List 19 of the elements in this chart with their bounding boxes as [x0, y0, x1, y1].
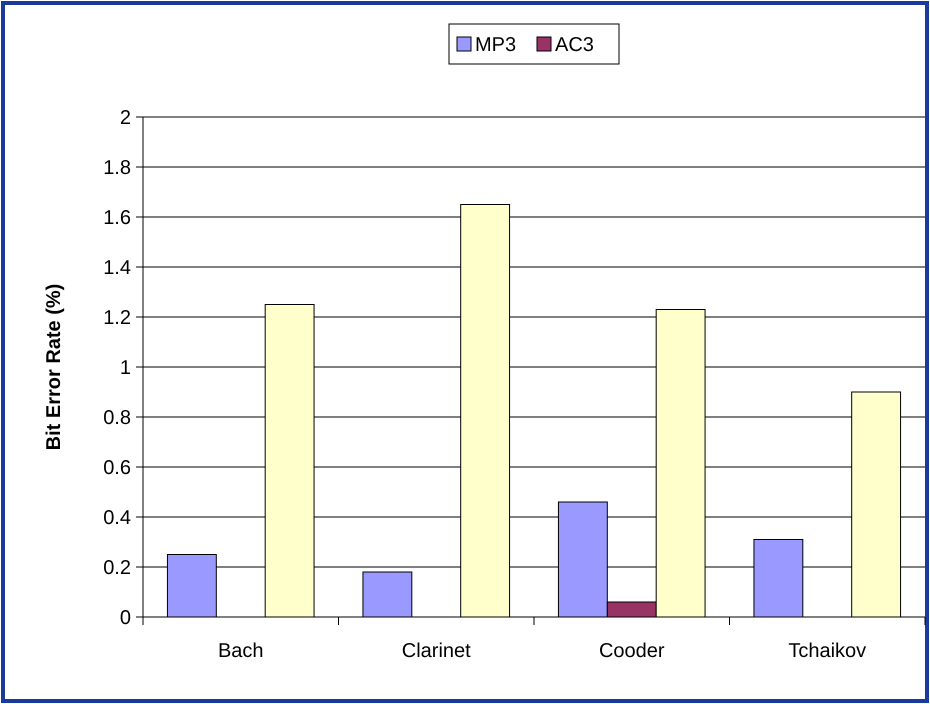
bar — [362, 572, 412, 618]
y-tick-label: 1.6 — [103, 207, 131, 229]
y-tick-label: 2 — [120, 107, 131, 129]
y-tick-label: 1.4 — [103, 257, 131, 279]
y-tick-label: 1 — [120, 357, 131, 379]
y-axis-title: Bit Error Rate (%) — [43, 284, 65, 450]
legend-label: MP3 — [475, 34, 516, 56]
x-tick-label: Cooder — [598, 640, 665, 662]
y-tick-label: 0.8 — [103, 407, 131, 429]
y-tick-label: 0.6 — [103, 457, 131, 479]
x-tick-label: Bach — [218, 640, 264, 662]
legend-label: AC3 — [555, 34, 594, 56]
y-tick-label: 0.4 — [103, 507, 131, 529]
y-tick-label: 0 — [120, 607, 131, 629]
y-tick-label: 0.2 — [103, 557, 131, 579]
x-tick-label: Tchaikov — [788, 640, 866, 662]
y-tick-label: 1.2 — [103, 307, 131, 329]
y-tick-label: 1.8 — [103, 157, 131, 179]
x-tick-label: Clarinet — [402, 640, 472, 662]
